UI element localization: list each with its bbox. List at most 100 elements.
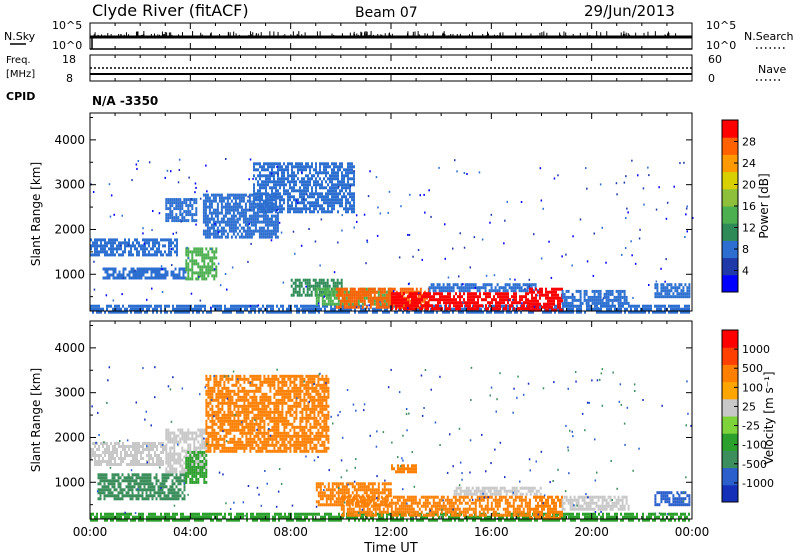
echo-cell bbox=[244, 235, 247, 239]
echo-cell bbox=[459, 307, 461, 311]
echo-cell bbox=[628, 310, 630, 314]
echo-cell bbox=[530, 518, 532, 522]
echo-cell bbox=[139, 485, 142, 489]
echo-cell bbox=[172, 276, 175, 280]
echo-cell bbox=[445, 298, 447, 302]
echo-cell bbox=[266, 226, 269, 230]
echo-cell bbox=[415, 292, 417, 296]
echo-cell bbox=[570, 307, 572, 311]
echo-cell bbox=[274, 310, 276, 314]
echo-cell bbox=[446, 286, 449, 290]
echo-cell bbox=[113, 479, 116, 483]
echo-cell bbox=[510, 518, 512, 522]
echo-cell bbox=[312, 307, 314, 311]
echo-cell bbox=[185, 253, 188, 257]
echo-cell bbox=[592, 515, 594, 519]
echo-cell bbox=[272, 223, 275, 227]
echo-cell bbox=[313, 207, 315, 211]
echo-cell bbox=[278, 512, 280, 516]
echo-cell bbox=[301, 210, 303, 214]
echo-cell bbox=[400, 515, 402, 519]
echo-cell bbox=[284, 310, 286, 314]
echo-cell bbox=[342, 310, 344, 314]
echo-cell bbox=[365, 290, 368, 294]
echo-cell bbox=[175, 201, 178, 205]
echo-cell bbox=[240, 211, 243, 215]
echo-cell bbox=[654, 518, 656, 522]
echo-cell bbox=[348, 518, 350, 522]
echo-cell bbox=[142, 512, 144, 516]
echo-cell bbox=[518, 515, 520, 519]
echo-cell bbox=[260, 232, 263, 236]
echo-cell bbox=[169, 204, 172, 208]
echo-cell bbox=[214, 235, 217, 239]
echo-cell bbox=[127, 494, 130, 498]
echo-cell bbox=[393, 287, 396, 291]
echo-cell bbox=[517, 301, 519, 305]
echo-cell bbox=[534, 518, 536, 522]
echo-cell bbox=[307, 189, 309, 193]
echo-cell bbox=[392, 515, 394, 519]
echo-cell bbox=[264, 223, 267, 227]
echo-cell bbox=[259, 210, 261, 214]
echo-cell bbox=[224, 205, 227, 209]
echo-cell bbox=[530, 283, 533, 287]
echo-cell bbox=[412, 518, 414, 522]
echo-speck bbox=[143, 242, 145, 245]
echo-cell bbox=[204, 512, 206, 516]
echo-cell bbox=[565, 295, 568, 299]
echo-cell bbox=[531, 305, 533, 309]
echo-cell bbox=[636, 304, 638, 308]
echo-cell bbox=[94, 515, 96, 519]
echo-cell bbox=[160, 250, 162, 254]
echo-cell bbox=[244, 307, 246, 311]
echo-cell bbox=[177, 204, 180, 208]
echo-cell bbox=[670, 283, 673, 287]
echo-cell bbox=[120, 310, 122, 314]
echo-cell bbox=[313, 168, 315, 172]
echo-cell bbox=[531, 290, 533, 294]
echo-cell bbox=[646, 515, 648, 519]
echo-cell bbox=[473, 295, 475, 299]
echo-cell bbox=[124, 250, 126, 254]
echo-cell bbox=[519, 301, 521, 305]
echo-cell bbox=[194, 307, 196, 311]
echo-cell bbox=[383, 290, 386, 294]
echo-cell bbox=[220, 208, 223, 212]
echo-cell bbox=[427, 307, 429, 311]
echo-cell bbox=[559, 287, 561, 291]
echo-cell bbox=[523, 301, 525, 305]
echo-cell bbox=[195, 210, 198, 214]
echo-cell bbox=[547, 305, 549, 309]
echo-cell bbox=[94, 304, 96, 308]
echo-cell bbox=[582, 518, 584, 522]
echo-cell bbox=[113, 494, 116, 498]
echo-cell bbox=[345, 174, 347, 178]
echo-cell bbox=[301, 165, 303, 169]
echo-cell bbox=[271, 195, 273, 199]
echo-cell bbox=[347, 165, 349, 169]
echo-speck bbox=[456, 170, 458, 173]
echo-cell bbox=[386, 310, 388, 314]
echo-cell bbox=[466, 283, 469, 287]
echo-cell bbox=[187, 277, 190, 281]
echo-cell bbox=[553, 302, 555, 306]
echo-cell bbox=[215, 256, 218, 260]
echo-cell bbox=[459, 292, 461, 296]
echo-cell bbox=[270, 310, 272, 314]
echo-cell bbox=[92, 442, 94, 445]
echo-cell bbox=[132, 515, 134, 519]
echo-cell bbox=[117, 491, 120, 495]
echo-cell bbox=[389, 293, 392, 297]
echo-cell bbox=[337, 290, 340, 294]
echo-cell bbox=[553, 293, 555, 297]
echo-cell bbox=[295, 210, 297, 214]
echo-cell bbox=[293, 171, 295, 175]
echo-cell bbox=[656, 289, 659, 293]
echo-cell bbox=[201, 256, 204, 260]
echo-cell bbox=[338, 310, 340, 314]
echo-cell bbox=[126, 273, 129, 277]
echo-cell bbox=[470, 286, 473, 290]
echo-cell bbox=[114, 460, 116, 463]
echo-cell bbox=[518, 289, 521, 293]
